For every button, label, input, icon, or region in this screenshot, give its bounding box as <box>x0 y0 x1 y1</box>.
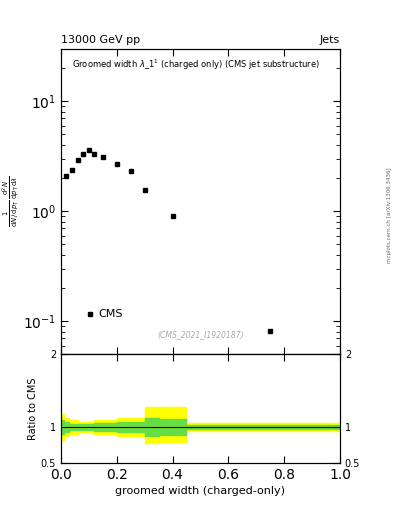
Bar <box>187 425 340 429</box>
Bar <box>94 420 117 434</box>
Text: 13000 GeV pp: 13000 GeV pp <box>61 35 140 45</box>
Bar <box>78 422 94 432</box>
Bar <box>158 419 187 435</box>
Bar <box>158 407 187 441</box>
Bar <box>69 420 78 434</box>
Text: mcplots.cern.ch [arXiv:1306.3436]: mcplots.cern.ch [arXiv:1306.3436] <box>387 167 392 263</box>
Bar <box>61 420 64 434</box>
Bar <box>187 423 340 431</box>
Bar <box>64 422 69 432</box>
Y-axis label: Ratio to CMS: Ratio to CMS <box>28 377 38 440</box>
Bar <box>117 417 145 436</box>
Text: CMS: CMS <box>99 309 123 319</box>
Text: Jets: Jets <box>320 35 340 45</box>
Bar <box>61 414 64 440</box>
Text: (CMS_2021_I1920187): (CMS_2021_I1920187) <box>157 330 244 339</box>
Bar <box>69 424 94 430</box>
Bar <box>94 422 117 431</box>
Bar <box>145 418 158 436</box>
Bar <box>145 407 158 443</box>
Text: Groomed width $\lambda\_1^1$ (charged only) (CMS jet substructure): Groomed width $\lambda\_1^1$ (charged on… <box>72 58 320 72</box>
Y-axis label: $\frac{1}{\mathrm{d}N\,/\,\mathrm{d}p_\mathrm{T}}\,\frac{\mathrm{d}^2 N}{\mathrm: $\frac{1}{\mathrm{d}N\,/\,\mathrm{d}p_\m… <box>1 176 22 227</box>
X-axis label: groomed width (charged-only): groomed width (charged-only) <box>116 486 285 497</box>
Bar <box>117 422 145 432</box>
Bar <box>64 418 69 436</box>
